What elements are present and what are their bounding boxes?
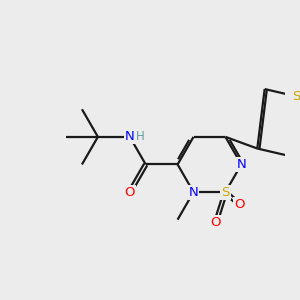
Text: S: S: [221, 186, 230, 199]
Text: H: H: [136, 130, 144, 143]
Text: S: S: [292, 90, 300, 103]
Text: N: N: [125, 130, 135, 143]
Text: N: N: [189, 186, 198, 199]
Text: O: O: [211, 216, 221, 229]
Text: N: N: [236, 158, 246, 171]
Text: O: O: [235, 198, 245, 211]
Text: O: O: [124, 186, 135, 199]
